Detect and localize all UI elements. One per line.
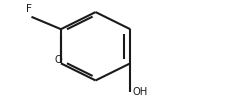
- Text: O: O: [54, 55, 62, 65]
- Text: F: F: [26, 4, 32, 14]
- Text: OH: OH: [131, 87, 147, 97]
